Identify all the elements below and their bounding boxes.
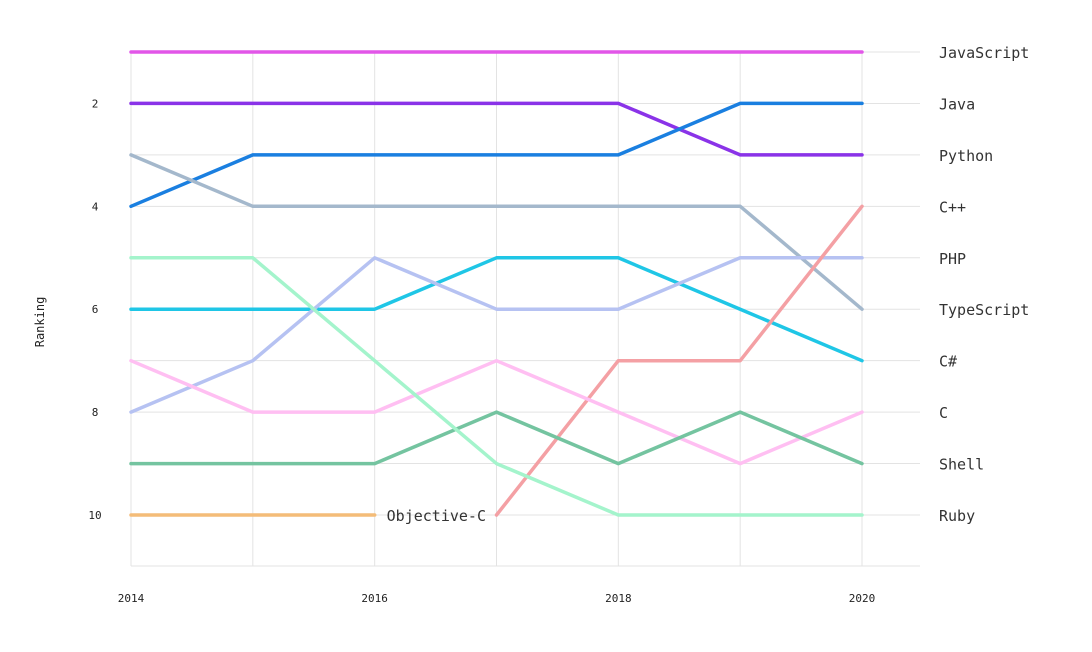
y-tick-label: 6 [92, 303, 99, 316]
series-label-ruby: Ruby [939, 507, 975, 525]
x-tick-label: 2020 [849, 592, 876, 605]
y-axis-label: Ranking [33, 297, 47, 348]
labels: 2014 2016 2018 2020 2 4 6 8 10 JavaScript Python Ja… [88, 44, 1029, 605]
y-tick-label: 4 [92, 200, 99, 213]
series-line-typescript [129, 153, 864, 311]
series-label-csharp: C# [939, 353, 957, 371]
series-label-typescript: TypeScript [939, 301, 1029, 319]
x-tick-label: 2016 [361, 592, 388, 605]
y-tick-label: 8 [92, 406, 99, 419]
series-label-cplusplus: C++ [939, 198, 966, 216]
series-line-csharp [129, 256, 864, 363]
series-label-javascript: JavaScript [939, 44, 1029, 62]
y-tick-label: 10 [88, 509, 101, 522]
y-tick-label: 2 [92, 97, 99, 110]
series-line-c [129, 358, 864, 466]
series-lines [129, 50, 864, 517]
x-tick-label: 2014 [118, 592, 145, 605]
series-label-shell: Shell [939, 456, 984, 474]
series-label-python: Python [939, 147, 993, 165]
series-line-java [129, 101, 864, 209]
x-tick-label: 2018 [605, 592, 632, 605]
series-label-c: C [939, 404, 948, 422]
series-line-python [129, 101, 864, 157]
series-line-ruby [129, 256, 864, 517]
series-label-java: Java [939, 95, 975, 113]
series-line-php [129, 256, 864, 414]
series-label-objective-c: Objective-C [387, 507, 486, 525]
series-line-shell [129, 410, 864, 466]
series-label-php: PHP [939, 250, 966, 268]
